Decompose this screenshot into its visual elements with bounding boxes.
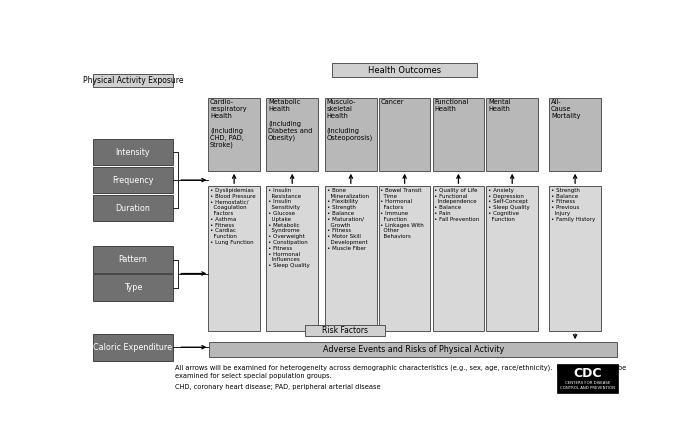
- Bar: [325, 186, 377, 331]
- Bar: [93, 274, 173, 301]
- Text: CDC: CDC: [573, 367, 602, 380]
- Bar: [432, 97, 484, 171]
- Bar: [486, 97, 538, 171]
- Bar: [432, 186, 484, 331]
- Text: Pattern: Pattern: [119, 255, 147, 264]
- Bar: [332, 63, 477, 77]
- Text: Health Outcomes: Health Outcomes: [368, 66, 441, 75]
- Bar: [379, 97, 430, 171]
- Text: Caloric Expenditure: Caloric Expenditure: [94, 343, 173, 352]
- Text: • Anxiety
• Depression
• Self-Concept
• Sleep Quality
• Cognitive
  Function: • Anxiety • Depression • Self-Concept • …: [488, 188, 530, 222]
- Text: CHD, coronary heart disease; PAD, peripheral arterial disease: CHD, coronary heart disease; PAD, periph…: [176, 384, 381, 390]
- Text: Frequency: Frequency: [112, 175, 154, 185]
- Text: All arrows will be examined for heterogeneity across demographic characteristics: All arrows will be examined for heteroge…: [176, 364, 627, 371]
- Text: • Bone
  Mineralization
• Flexibility
• Strength
• Balance
• Maturation/
  Growt: • Bone Mineralization • Flexibility • St…: [327, 188, 369, 251]
- Bar: [93, 246, 173, 273]
- Text: Adverse Events and Risks of Physical Activity: Adverse Events and Risks of Physical Act…: [323, 345, 504, 354]
- Bar: [305, 325, 385, 336]
- Text: Physical Activity Exposure: Physical Activity Exposure: [83, 76, 183, 85]
- Text: examined for select special population groups.: examined for select special population g…: [176, 373, 332, 379]
- Bar: [557, 364, 618, 392]
- Bar: [93, 195, 173, 222]
- Bar: [379, 186, 430, 331]
- Text: Mental
Health: Mental Health: [488, 99, 511, 112]
- Bar: [93, 74, 173, 87]
- Text: All-
Cause
Mortality: All- Cause Mortality: [551, 99, 580, 119]
- Bar: [325, 97, 377, 171]
- Text: Cardio-
respiratory
Health

(Including
CHD, PAD,
Stroke): Cardio- respiratory Health (Including CH…: [210, 99, 246, 148]
- Text: • Insulin
  Resistance
• Insulin
  Sensitivity
• Glucose
  Uptake
• Metabolic
  : • Insulin Resistance • Insulin Sensitivi…: [268, 188, 310, 268]
- Bar: [93, 167, 173, 193]
- Bar: [549, 186, 601, 331]
- Text: Metabolic
Health

(Including
Diabetes and
Obesity): Metabolic Health (Including Diabetes and…: [268, 99, 312, 141]
- Bar: [210, 342, 617, 357]
- Text: • Quality of Life
• Functional
  Independence
• Balance
• Pain
• Fall Prevention: • Quality of Life • Functional Independe…: [434, 188, 480, 222]
- Text: Intensity: Intensity: [116, 148, 151, 156]
- Text: Risk Factors: Risk Factors: [322, 326, 368, 335]
- Bar: [208, 186, 260, 331]
- Text: Cancer: Cancer: [380, 99, 404, 105]
- Text: Musculo-
skeletal
Health

(Including
Osteoporosis): Musculo- skeletal Health (Including Oste…: [327, 99, 373, 141]
- Text: Functional
Health: Functional Health: [434, 99, 468, 112]
- Text: Duration: Duration: [116, 203, 151, 213]
- Bar: [93, 139, 173, 165]
- Bar: [208, 97, 260, 171]
- Text: • Bowel Transit
  Time
• Hormonal
  Factors
• Immune
  Function
• Linkages With
: • Bowel Transit Time • Hormonal Factors …: [380, 188, 424, 239]
- Text: • Strength
• Balance
• Fitness
• Previous
  Injury
• Family History: • Strength • Balance • Fitness • Previou…: [551, 188, 595, 222]
- Bar: [486, 186, 538, 331]
- Bar: [266, 97, 318, 171]
- Bar: [549, 97, 601, 171]
- Text: Type: Type: [124, 283, 142, 292]
- Bar: [266, 186, 318, 331]
- Text: CENTERS FOR DISEASE
CONTROL AND PREVENTION: CENTERS FOR DISEASE CONTROL AND PREVENTI…: [560, 381, 615, 389]
- Bar: [93, 334, 173, 361]
- Text: • Dyslipidemias
• Blood Pressure
• Hemostatic/
  Coagulation
  Factors
• Asthma
: • Dyslipidemias • Blood Pressure • Hemos…: [210, 188, 255, 245]
